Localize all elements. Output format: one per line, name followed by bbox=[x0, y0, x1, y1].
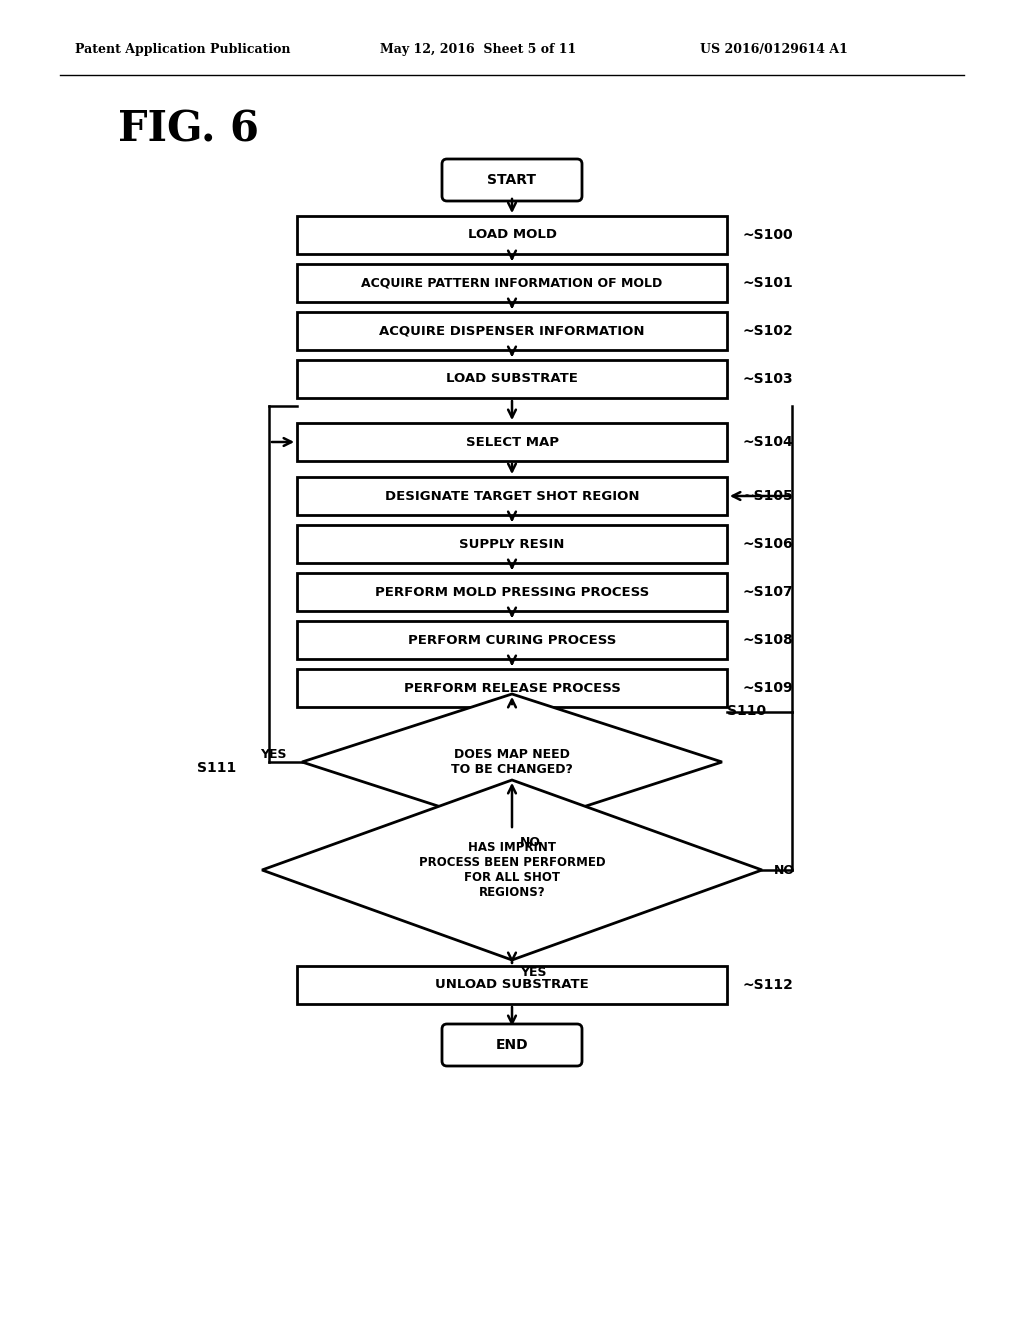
Text: ~S101: ~S101 bbox=[742, 276, 793, 290]
Text: ~S106: ~S106 bbox=[742, 537, 793, 550]
Bar bbox=[297, 312, 727, 350]
Text: DOES MAP NEED
TO BE CHANGED?: DOES MAP NEED TO BE CHANGED? bbox=[451, 748, 573, 776]
Text: LOAD SUBSTRATE: LOAD SUBSTRATE bbox=[446, 372, 578, 385]
Bar bbox=[297, 360, 727, 399]
Bar bbox=[297, 477, 727, 515]
Text: ACQUIRE PATTERN INFORMATION OF MOLD: ACQUIRE PATTERN INFORMATION OF MOLD bbox=[361, 276, 663, 289]
Text: DESIGNATE TARGET SHOT REGION: DESIGNATE TARGET SHOT REGION bbox=[385, 490, 639, 503]
Text: UNLOAD SUBSTRATE: UNLOAD SUBSTRATE bbox=[435, 978, 589, 991]
Polygon shape bbox=[262, 780, 762, 960]
Text: ~S112: ~S112 bbox=[742, 978, 793, 993]
Text: ~S102: ~S102 bbox=[742, 323, 793, 338]
Text: Patent Application Publication: Patent Application Publication bbox=[75, 44, 291, 57]
Text: ~S107: ~S107 bbox=[742, 585, 793, 599]
Text: May 12, 2016  Sheet 5 of 11: May 12, 2016 Sheet 5 of 11 bbox=[380, 44, 577, 57]
Bar bbox=[297, 669, 727, 708]
Bar bbox=[297, 264, 727, 302]
Text: NO: NO bbox=[774, 863, 795, 876]
Bar bbox=[297, 422, 727, 461]
FancyBboxPatch shape bbox=[442, 158, 582, 201]
Text: ~S105: ~S105 bbox=[742, 488, 793, 503]
Text: S111: S111 bbox=[197, 762, 237, 775]
Text: ~S108: ~S108 bbox=[742, 634, 793, 647]
Text: ~S104: ~S104 bbox=[742, 436, 793, 449]
Text: YES: YES bbox=[260, 747, 287, 760]
Bar bbox=[297, 966, 727, 1005]
Text: START: START bbox=[487, 173, 537, 187]
Polygon shape bbox=[302, 694, 722, 830]
Bar bbox=[297, 620, 727, 659]
Text: ~S109: ~S109 bbox=[742, 681, 793, 696]
Text: ~S100: ~S100 bbox=[742, 228, 793, 242]
Text: LOAD MOLD: LOAD MOLD bbox=[468, 228, 556, 242]
Text: S110: S110 bbox=[727, 704, 766, 718]
Text: ACQUIRE DISPENSER INFORMATION: ACQUIRE DISPENSER INFORMATION bbox=[379, 325, 645, 338]
Bar bbox=[297, 525, 727, 564]
Text: ~S103: ~S103 bbox=[742, 372, 793, 385]
Text: PERFORM MOLD PRESSING PROCESS: PERFORM MOLD PRESSING PROCESS bbox=[375, 586, 649, 598]
Text: FIG. 6: FIG. 6 bbox=[118, 110, 259, 150]
Text: US 2016/0129614 A1: US 2016/0129614 A1 bbox=[700, 44, 848, 57]
Text: SELECT MAP: SELECT MAP bbox=[466, 436, 558, 449]
Text: PERFORM CURING PROCESS: PERFORM CURING PROCESS bbox=[408, 634, 616, 647]
Text: NO: NO bbox=[520, 836, 541, 849]
Text: END: END bbox=[496, 1038, 528, 1052]
Text: HAS IMPRINT
PROCESS BEEN PERFORMED
FOR ALL SHOT
REGIONS?: HAS IMPRINT PROCESS BEEN PERFORMED FOR A… bbox=[419, 841, 605, 899]
Text: YES: YES bbox=[520, 966, 547, 979]
Bar bbox=[297, 216, 727, 253]
FancyBboxPatch shape bbox=[442, 1024, 582, 1067]
Text: SUPPLY RESIN: SUPPLY RESIN bbox=[460, 537, 564, 550]
Text: PERFORM RELEASE PROCESS: PERFORM RELEASE PROCESS bbox=[403, 681, 621, 694]
Bar bbox=[297, 573, 727, 611]
